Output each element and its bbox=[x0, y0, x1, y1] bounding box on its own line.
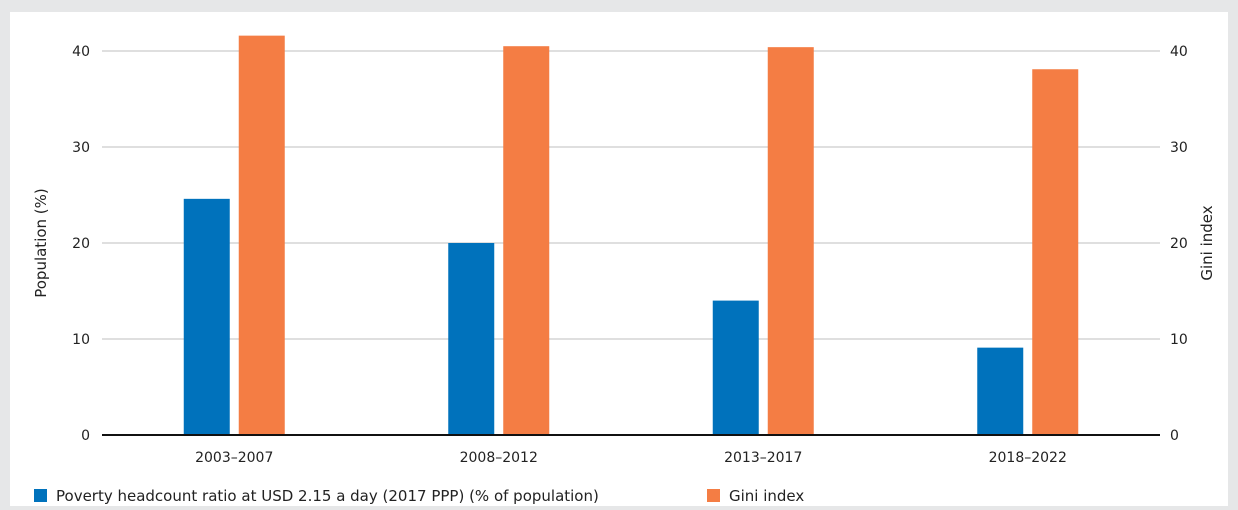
right-tick-label: 0 bbox=[1170, 428, 1179, 444]
right-tick-label: 10 bbox=[1170, 332, 1188, 348]
right-tick-label: 40 bbox=[1170, 44, 1188, 60]
x-axis-ticks: 2003–2007 2008–2012 2013–2017 2018–2022 bbox=[195, 450, 1067, 466]
x-tick-label: 2003–2007 bbox=[195, 450, 273, 466]
x-tick-label: 2008–2012 bbox=[460, 450, 538, 466]
poverty-bar bbox=[977, 347, 1024, 435]
left-axis-label: Population (%) bbox=[32, 188, 50, 298]
poverty-bar bbox=[712, 300, 759, 435]
left-tick-label: 10 bbox=[72, 332, 90, 348]
gini-legend-swatch bbox=[707, 489, 720, 502]
gini-bar bbox=[1032, 69, 1079, 436]
x-tick-label: 2018–2022 bbox=[989, 450, 1067, 466]
poverty-bar bbox=[448, 243, 495, 435]
left-tick-label: 40 bbox=[72, 44, 90, 60]
gini-bar bbox=[238, 35, 285, 435]
right-tick-label: 30 bbox=[1170, 140, 1188, 156]
left-tick-label: 0 bbox=[81, 428, 90, 444]
left-tick-label: 30 bbox=[72, 140, 90, 156]
chart-panel: 0 10 20 30 40 0 10 20 30 40 2003–2007 2008–2012 20… bbox=[10, 12, 1228, 506]
x-tick-label: 2013–2017 bbox=[724, 450, 802, 466]
left-tick-label: 20 bbox=[72, 236, 90, 252]
poverty-bar bbox=[183, 198, 230, 435]
legend: Poverty headcount ratio at USD 2.15 a da… bbox=[34, 487, 804, 505]
left-axis-ticks: 0 10 20 30 40 bbox=[72, 44, 90, 444]
bars bbox=[183, 35, 1079, 436]
gini-bar bbox=[767, 47, 814, 435]
poverty-legend-swatch bbox=[34, 489, 47, 502]
right-axis-ticks: 0 10 20 30 40 bbox=[1170, 44, 1188, 444]
right-tick-label: 20 bbox=[1170, 236, 1188, 252]
right-axis-label: Gini index bbox=[1198, 205, 1216, 280]
gini-bar bbox=[503, 46, 550, 435]
legend-label: Gini index bbox=[729, 487, 804, 505]
legend-label: Poverty headcount ratio at USD 2.15 a da… bbox=[56, 487, 599, 505]
